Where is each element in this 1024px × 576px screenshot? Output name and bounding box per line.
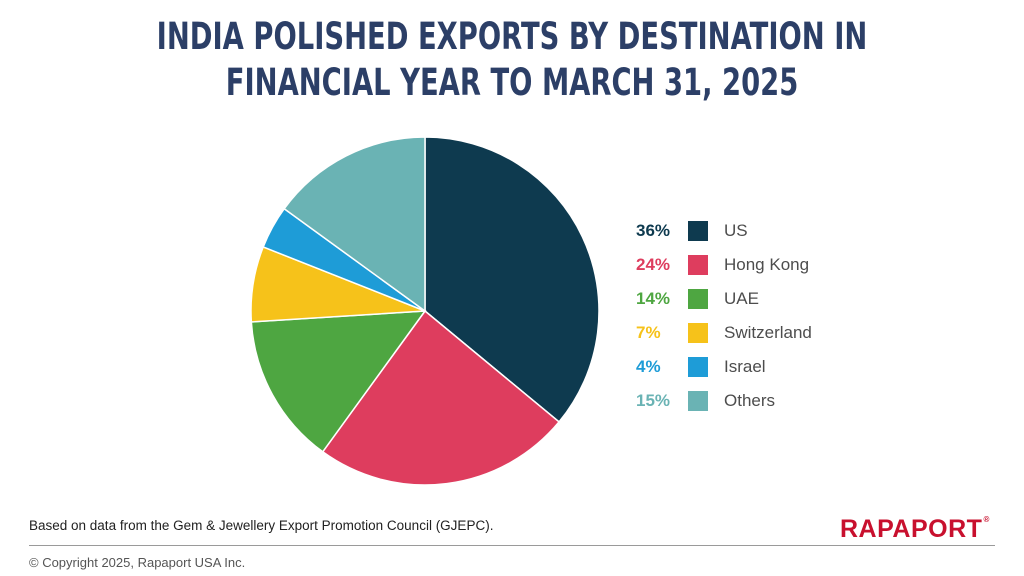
legend-label: Others: [724, 391, 776, 410]
legend-swatch: [688, 255, 708, 275]
legend-item-others: 15% Others: [636, 384, 812, 418]
legend-percent: 7%: [636, 323, 661, 342]
copyright-text: © Copyright 2025, Rapaport USA Inc.: [29, 555, 246, 570]
legend-item-us: 36% US: [636, 214, 812, 248]
pie-slice-others: [283, 136, 426, 313]
legend-item-israel: 4% Israel: [636, 350, 812, 384]
legend-label: UAE: [724, 289, 759, 308]
chart-legend: 36% US 24% Hong Kong 14% UAE 7% Switzerland 4% Is…: [636, 214, 812, 418]
legend-label: US: [724, 221, 748, 240]
legend-swatch: [688, 221, 708, 241]
legend-swatch: [688, 391, 708, 411]
legend-swatch: [688, 357, 708, 377]
legend-label: Switzerland: [724, 323, 812, 342]
source-note: Based on data from the Gem & Jewellery E…: [29, 518, 494, 533]
pie-slice-hong-kong: [321, 309, 561, 486]
pie-slice-us: [424, 136, 600, 423]
legend-item-hong-kong: 24% Hong Kong: [636, 248, 812, 282]
legend-percent: 36%: [636, 221, 671, 240]
chart-title-line-2: FINANCIAL YEAR TO MARCH 31, 2025: [225, 61, 799, 104]
legend-item-uae: 14% UAE: [636, 282, 812, 316]
footer-divider: [29, 545, 995, 546]
chart-title-line-1: INDIA POLISHED EXPORTS BY DESTINATION IN: [156, 15, 868, 58]
pie-slice-uae: [250, 310, 427, 453]
legend-swatch: [688, 323, 708, 343]
chart-title: INDIA POLISHED EXPORTS BY DESTINATION IN…: [133, 14, 891, 106]
legend-label: Israel: [724, 357, 766, 376]
legend-percent: 24%: [636, 255, 671, 274]
legend-item-switzerland: 7% Switzerland: [636, 316, 812, 350]
legend-percent: 4%: [636, 357, 661, 376]
legend-swatch: [688, 289, 708, 309]
legend-percent: 15%: [636, 391, 671, 410]
rapaport-logo: RAPAPORT®: [840, 515, 990, 543]
legend-percent: 14%: [636, 289, 671, 308]
legend-label: Hong Kong: [724, 255, 810, 274]
